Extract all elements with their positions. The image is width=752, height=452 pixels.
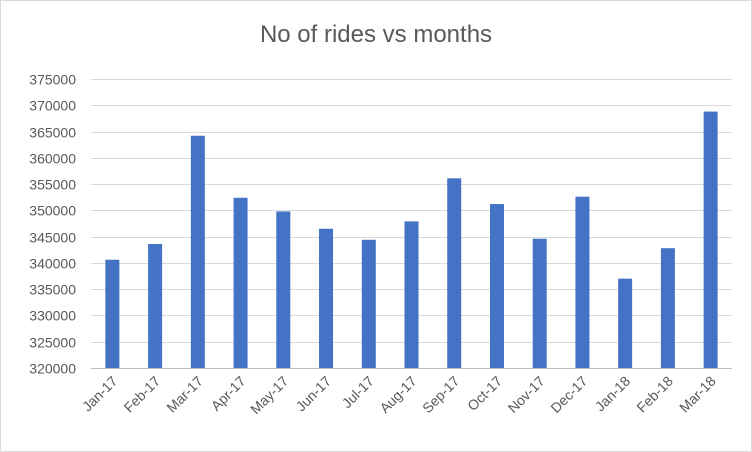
- x-tick-label: Oct-17: [464, 373, 505, 414]
- y-tick-label: 345000: [29, 230, 76, 246]
- bar-aug-17: [404, 221, 419, 368]
- bar-mar-17: [190, 135, 205, 368]
- y-tick-label: 320000: [29, 361, 76, 377]
- y-tick-label: 365000: [29, 125, 76, 141]
- x-tick-label: Jan-17: [79, 373, 121, 415]
- x-tick-label: Feb-18: [633, 373, 676, 416]
- x-tick-label: Jun-17: [293, 373, 335, 415]
- y-tick-label: 370000: [29, 98, 76, 114]
- bar-may-17: [276, 211, 291, 368]
- y-tick-label: 350000: [29, 203, 76, 219]
- x-tick-label: Mar-17: [163, 373, 206, 416]
- bar-dec-17: [575, 196, 590, 368]
- x-tick-label: Aug-17: [376, 373, 419, 416]
- x-tick-label: Jul-17: [339, 373, 377, 411]
- bar-jan-18: [618, 278, 633, 368]
- x-tick-label: Sep-17: [419, 373, 462, 416]
- bar-feb-18: [660, 248, 675, 368]
- bars: [105, 111, 718, 368]
- bar-jan-17: [105, 259, 120, 368]
- y-tick-label: 330000: [29, 308, 76, 324]
- bar-jun-17: [319, 228, 334, 368]
- y-tick-label: 375000: [29, 72, 76, 88]
- x-tick-label: Mar-18: [676, 373, 719, 416]
- bar-apr-17: [233, 197, 248, 368]
- x-tick-label: Apr-17: [208, 373, 249, 414]
- x-tick-label: May-17: [247, 373, 291, 417]
- bar-oct-17: [489, 204, 504, 368]
- x-tick-label: Nov-17: [505, 373, 548, 416]
- x-tick-label: Feb-17: [121, 373, 164, 416]
- bar-feb-17: [148, 243, 163, 368]
- bar-nov-17: [532, 238, 547, 368]
- bar-sep-17: [447, 178, 462, 368]
- bar-jul-17: [361, 239, 376, 368]
- y-tick-label: 325000: [29, 335, 76, 351]
- chart-title: No of rides vs months: [259, 21, 493, 48]
- bar-mar-18: [703, 111, 718, 368]
- y-tick-label: 340000: [29, 256, 76, 272]
- x-tick-label: Jan-18: [592, 373, 634, 415]
- y-tick-label: 355000: [29, 177, 76, 193]
- y-axis: 320000 325000 330000 335000 340000 345000 3500…: [29, 72, 76, 377]
- x-tick-label: Dec-17: [547, 373, 590, 416]
- y-tick-label: 360000: [29, 151, 76, 167]
- y-tick-label: 335000: [29, 282, 76, 298]
